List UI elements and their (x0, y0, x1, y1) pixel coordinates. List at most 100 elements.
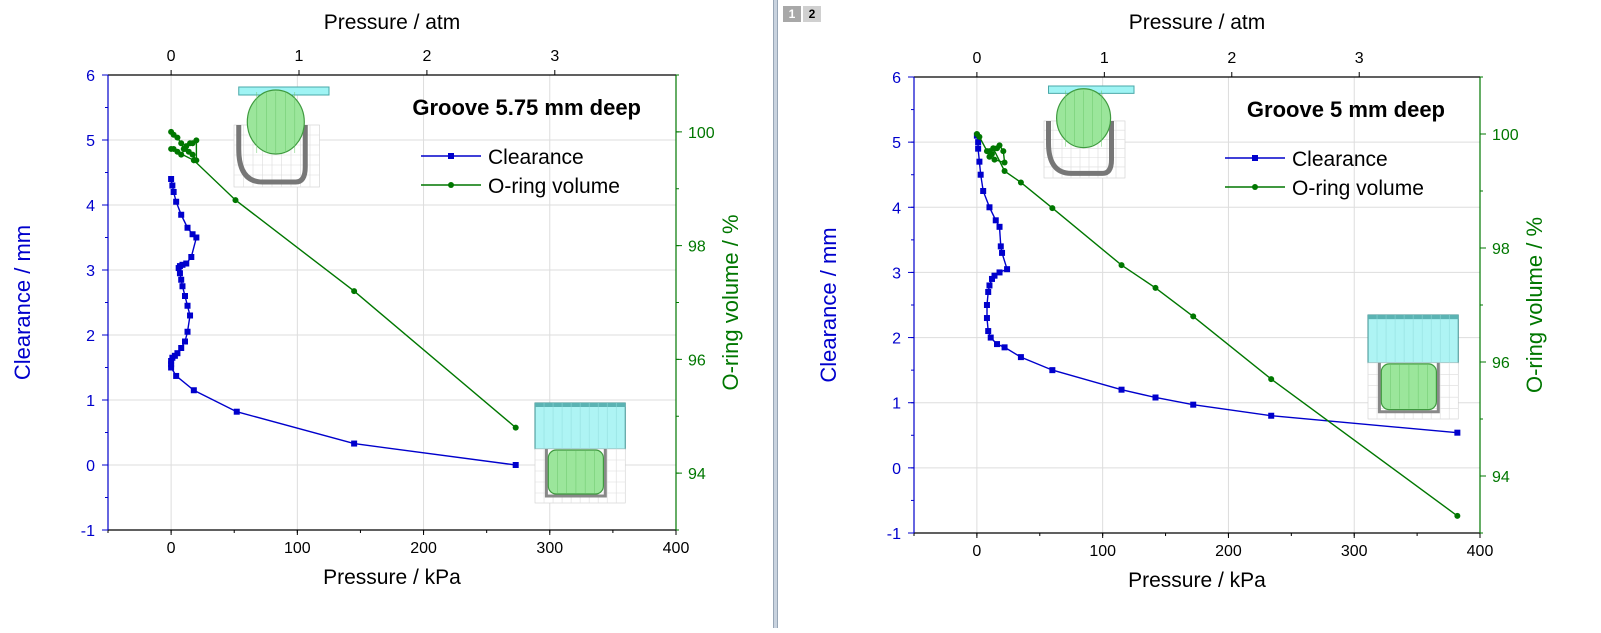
x2-tick-label: 2 (422, 48, 431, 65)
data-point-volume (1190, 313, 1197, 320)
data-point-clearance (1152, 394, 1159, 401)
y2-axis-title: O-ring volume / % (1522, 217, 1547, 393)
y-tick-label: 6 (86, 68, 95, 85)
data-point-volume (178, 140, 185, 147)
data-point-clearance (980, 188, 987, 194)
data-point-volume (996, 142, 1003, 149)
chart-groove-5-75: 0 100 200 300 400 0 1 2 3 -1 0 1 2 3 4 5 6 94 96 98 100 Press… (10, 11, 743, 589)
data-point-clearance (183, 260, 190, 267)
x2-tick-label: 1 (295, 48, 304, 65)
data-point-clearance (178, 276, 185, 283)
y2-axis-title: O-ring volume / % (718, 214, 743, 390)
chart-title: Groove 5 mm deep (1247, 97, 1445, 122)
chart-groove-5: 0 100 200 300 400 0 1 2 3 -1 0 1 2 3 4 5 6 94 96 98 100 Press… (816, 11, 1547, 592)
x-tick-label: 0 (167, 540, 176, 557)
data-point-clearance (975, 139, 982, 146)
data-point-clearance (1268, 412, 1275, 419)
data-point-clearance (986, 204, 993, 211)
data-point-volume (1118, 262, 1125, 269)
data-point-clearance (1017, 354, 1024, 361)
data-point-clearance (187, 312, 194, 319)
x-tick-label: 200 (410, 540, 437, 557)
data-point-clearance (168, 176, 175, 182)
data-point-clearance (178, 345, 185, 351)
y-axis-title: Clearance / mm (816, 227, 841, 382)
y2-tick-label: 100 (688, 125, 715, 142)
inset-shape (1377, 362, 1440, 414)
y2-tick-label: 98 (688, 239, 706, 256)
chart-title: Groove 5.75 mm deep (412, 95, 641, 120)
data-point-clearance (996, 269, 1003, 276)
y2-tick-label: 98 (1492, 241, 1510, 258)
x-tick-label: 400 (1467, 543, 1494, 560)
oring-cross-section-inset-2 (534, 402, 626, 504)
x-tick-label: 400 (663, 540, 690, 557)
data-point-volume (976, 133, 983, 140)
x2-tick-label: 0 (972, 50, 981, 67)
data-point-clearance (190, 387, 197, 394)
x-axis-title: Pressure / kPa (323, 566, 461, 589)
data-point-volume (1268, 376, 1275, 383)
y-tick-label: 0 (86, 458, 95, 475)
x2-tick-label: 0 (167, 48, 176, 65)
y-tick-label: 4 (86, 198, 95, 215)
data-point-volume (1001, 159, 1008, 166)
data-point-clearance (173, 372, 180, 379)
legend-marker-clearance (1252, 155, 1258, 161)
data-point-volume (174, 134, 181, 141)
y-tick-label: 1 (86, 393, 95, 410)
legend-label-volume: O-ring volume (1292, 177, 1424, 200)
data-point-clearance (992, 217, 999, 224)
data-point-clearance (178, 211, 185, 218)
data-point-clearance (169, 182, 176, 189)
x-tick-label: 0 (972, 543, 981, 560)
data-point-clearance (169, 354, 176, 361)
y-tick-label: -1 (81, 523, 95, 540)
series-line-clearance (170, 178, 516, 466)
data-point-clearance (983, 302, 990, 308)
data-point-clearance (994, 341, 1001, 348)
data-point-clearance (1004, 266, 1011, 273)
data-point-clearance (184, 328, 191, 335)
y-tick-label: 1 (892, 396, 901, 413)
tab-layer-1[interactable]: 1 (783, 6, 801, 22)
data-point-clearance (168, 358, 175, 364)
data-point-volume (232, 197, 239, 204)
x2-tick-label: 3 (1355, 50, 1364, 67)
data-point-clearance (351, 440, 358, 447)
data-point-clearance (976, 158, 983, 165)
layer-tabs: 1 2 (783, 6, 821, 22)
data-point-clearance (997, 243, 1004, 250)
x2-tick-label: 3 (550, 48, 559, 65)
inset-shape (236, 125, 308, 185)
data-point-clearance (975, 145, 982, 152)
data-point-clearance (181, 293, 188, 299)
data-point-clearance (193, 234, 200, 241)
window-splitter[interactable] (773, 0, 778, 628)
y2-tick-label: 96 (1492, 355, 1510, 372)
legend-label-volume: O-ring volume (488, 175, 620, 198)
legend-marker-volume (448, 182, 454, 188)
data-point-clearance (175, 265, 182, 272)
legend-label-clearance: Clearance (1292, 148, 1388, 171)
x2-axis-title: Pressure / atm (324, 11, 461, 34)
series-line-volume (170, 131, 517, 429)
data-point-clearance (179, 283, 186, 290)
x2-axis-title: Pressure / atm (1129, 11, 1266, 34)
data-point-clearance (168, 361, 175, 368)
data-point-clearance (1118, 386, 1125, 393)
data-point-clearance (1049, 367, 1056, 374)
data-point-clearance (977, 171, 984, 178)
data-point-volume (1152, 284, 1159, 291)
data-point-clearance (1190, 401, 1197, 408)
y-tick-label: 2 (86, 328, 95, 345)
y-tick-label: -1 (887, 526, 901, 543)
data-point-volume (512, 424, 519, 431)
y-tick-label: 5 (86, 133, 95, 150)
tab-layer-2[interactable]: 2 (803, 6, 821, 22)
y-tick-label: 6 (892, 70, 901, 87)
data-point-clearance (173, 198, 180, 205)
data-point-volume (190, 157, 197, 164)
graph-window-1: 0 100 200 300 400 0 1 2 3 -1 0 1 2 3 4 5 6 94 96 98 100 Press… (0, 0, 773, 628)
